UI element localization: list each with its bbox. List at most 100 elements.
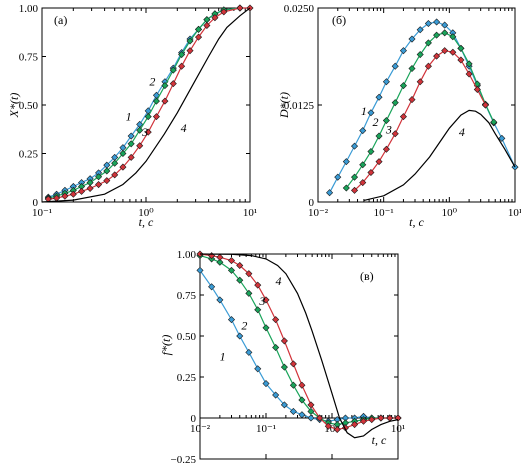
- series-3-point: [382, 145, 390, 153]
- series-2-point: [144, 113, 152, 121]
- series-2-point: [307, 407, 315, 415]
- series-2-point: [298, 396, 306, 404]
- series-1-point: [498, 134, 506, 142]
- y-axis-label: f*(t): [159, 335, 173, 356]
- series-3-point: [103, 177, 111, 185]
- series-2-point: [136, 126, 144, 134]
- series-1-point: [351, 142, 359, 150]
- series-line-4: [363, 109, 516, 201]
- y-tick-label: 1.00: [19, 3, 39, 15]
- series-1-point: [245, 348, 253, 356]
- y-axis-label: D*(t): [277, 92, 291, 119]
- series-3-point: [424, 62, 432, 70]
- series-3-point: [465, 70, 473, 78]
- series-1-point: [334, 173, 342, 181]
- series-3-point: [408, 96, 416, 104]
- series-2-point: [441, 29, 449, 37]
- series-1-point: [298, 411, 306, 419]
- x-tick-label: 10¹: [391, 423, 405, 435]
- series-1-point: [272, 391, 280, 399]
- series-1-point: [391, 62, 399, 70]
- series-3-point: [127, 153, 135, 161]
- series-3-point: [86, 184, 94, 192]
- y-axis-label: X*(t): [7, 93, 21, 119]
- series-2-point: [342, 184, 350, 192]
- series-1-point: [359, 127, 367, 135]
- series-2-point: [152, 97, 160, 105]
- series-3-point: [375, 158, 383, 166]
- series-3-point: [359, 179, 367, 187]
- series-2-point: [111, 159, 119, 167]
- y-tick-label: 0.50: [19, 100, 39, 112]
- series-2-point: [216, 258, 224, 266]
- plot-frame: [41, 7, 251, 203]
- series-1-point: [424, 19, 432, 28]
- series-3-point: [178, 62, 186, 70]
- series-3-point: [61, 192, 69, 200]
- curve-label-1: 1: [220, 350, 226, 364]
- series-3-point: [367, 168, 375, 177]
- y-tick-label: 0.25: [177, 372, 197, 384]
- curve-label-4: 4: [459, 125, 465, 139]
- series-1-point: [441, 21, 449, 29]
- series-1-point: [342, 158, 350, 166]
- series-1-point: [196, 266, 204, 274]
- series-line-4: [41, 7, 251, 203]
- curve-label-2: 2: [241, 318, 247, 332]
- series-3-point: [316, 414, 324, 422]
- series-1-point: [433, 18, 441, 26]
- x-tick-label: 10⁻²: [190, 423, 211, 435]
- curve-label-4: 4: [181, 121, 187, 135]
- series-3-point: [298, 381, 306, 389]
- series-3-point: [169, 80, 177, 88]
- series-2-point: [289, 381, 297, 389]
- series-2-point: [262, 324, 270, 332]
- series-3-point: [216, 253, 224, 261]
- curve-label-2: 2: [149, 75, 155, 89]
- curve-label-1: 1: [361, 104, 367, 118]
- series-3-point: [262, 296, 270, 304]
- panel-tag: (в): [360, 269, 374, 283]
- series-2-point: [382, 116, 390, 125]
- series-2-point: [449, 33, 457, 41]
- series-3-point: [351, 186, 359, 194]
- x-tick-label: 10⁻¹: [256, 423, 276, 435]
- series-3-point: [211, 14, 219, 22]
- series-3-point: [203, 21, 211, 29]
- y-tick-label: 0.75: [177, 290, 197, 302]
- x-tick-label: 10⁰: [442, 207, 458, 219]
- series-3-point: [195, 33, 203, 41]
- series-2-point: [254, 306, 262, 314]
- series-2-point: [178, 51, 186, 59]
- x-tick-label: 10⁻¹: [32, 207, 52, 219]
- series-1-point: [208, 283, 216, 291]
- series-3-point: [136, 142, 144, 150]
- series-1-point: [416, 26, 424, 34]
- y-tick-label: 0.75: [19, 52, 39, 64]
- series-3-point: [119, 163, 127, 171]
- series-3-point: [78, 187, 86, 195]
- series-3-point: [254, 281, 262, 289]
- series-2-point: [416, 51, 424, 59]
- series-3-point: [280, 337, 288, 345]
- panel-tag: (б): [332, 13, 346, 27]
- series-2-point: [351, 173, 359, 181]
- series-1-point: [408, 35, 416, 43]
- series-3-point: [111, 171, 119, 179]
- series-1-point: [375, 93, 383, 101]
- series-2-point: [490, 118, 498, 126]
- series-3-point: [473, 85, 481, 94]
- y-tick-label: 0.50: [177, 331, 197, 343]
- series-3-point: [391, 130, 399, 138]
- series-line-2: [48, 7, 240, 199]
- x-axis-label: t, с: [409, 215, 424, 229]
- series-1-point: [382, 78, 390, 86]
- series-1-point: [127, 132, 135, 140]
- series-3-point: [236, 4, 244, 12]
- series-3-point: [272, 316, 280, 324]
- series-2-point: [236, 276, 244, 284]
- series-2-point: [367, 148, 375, 156]
- series-2-point: [408, 65, 416, 73]
